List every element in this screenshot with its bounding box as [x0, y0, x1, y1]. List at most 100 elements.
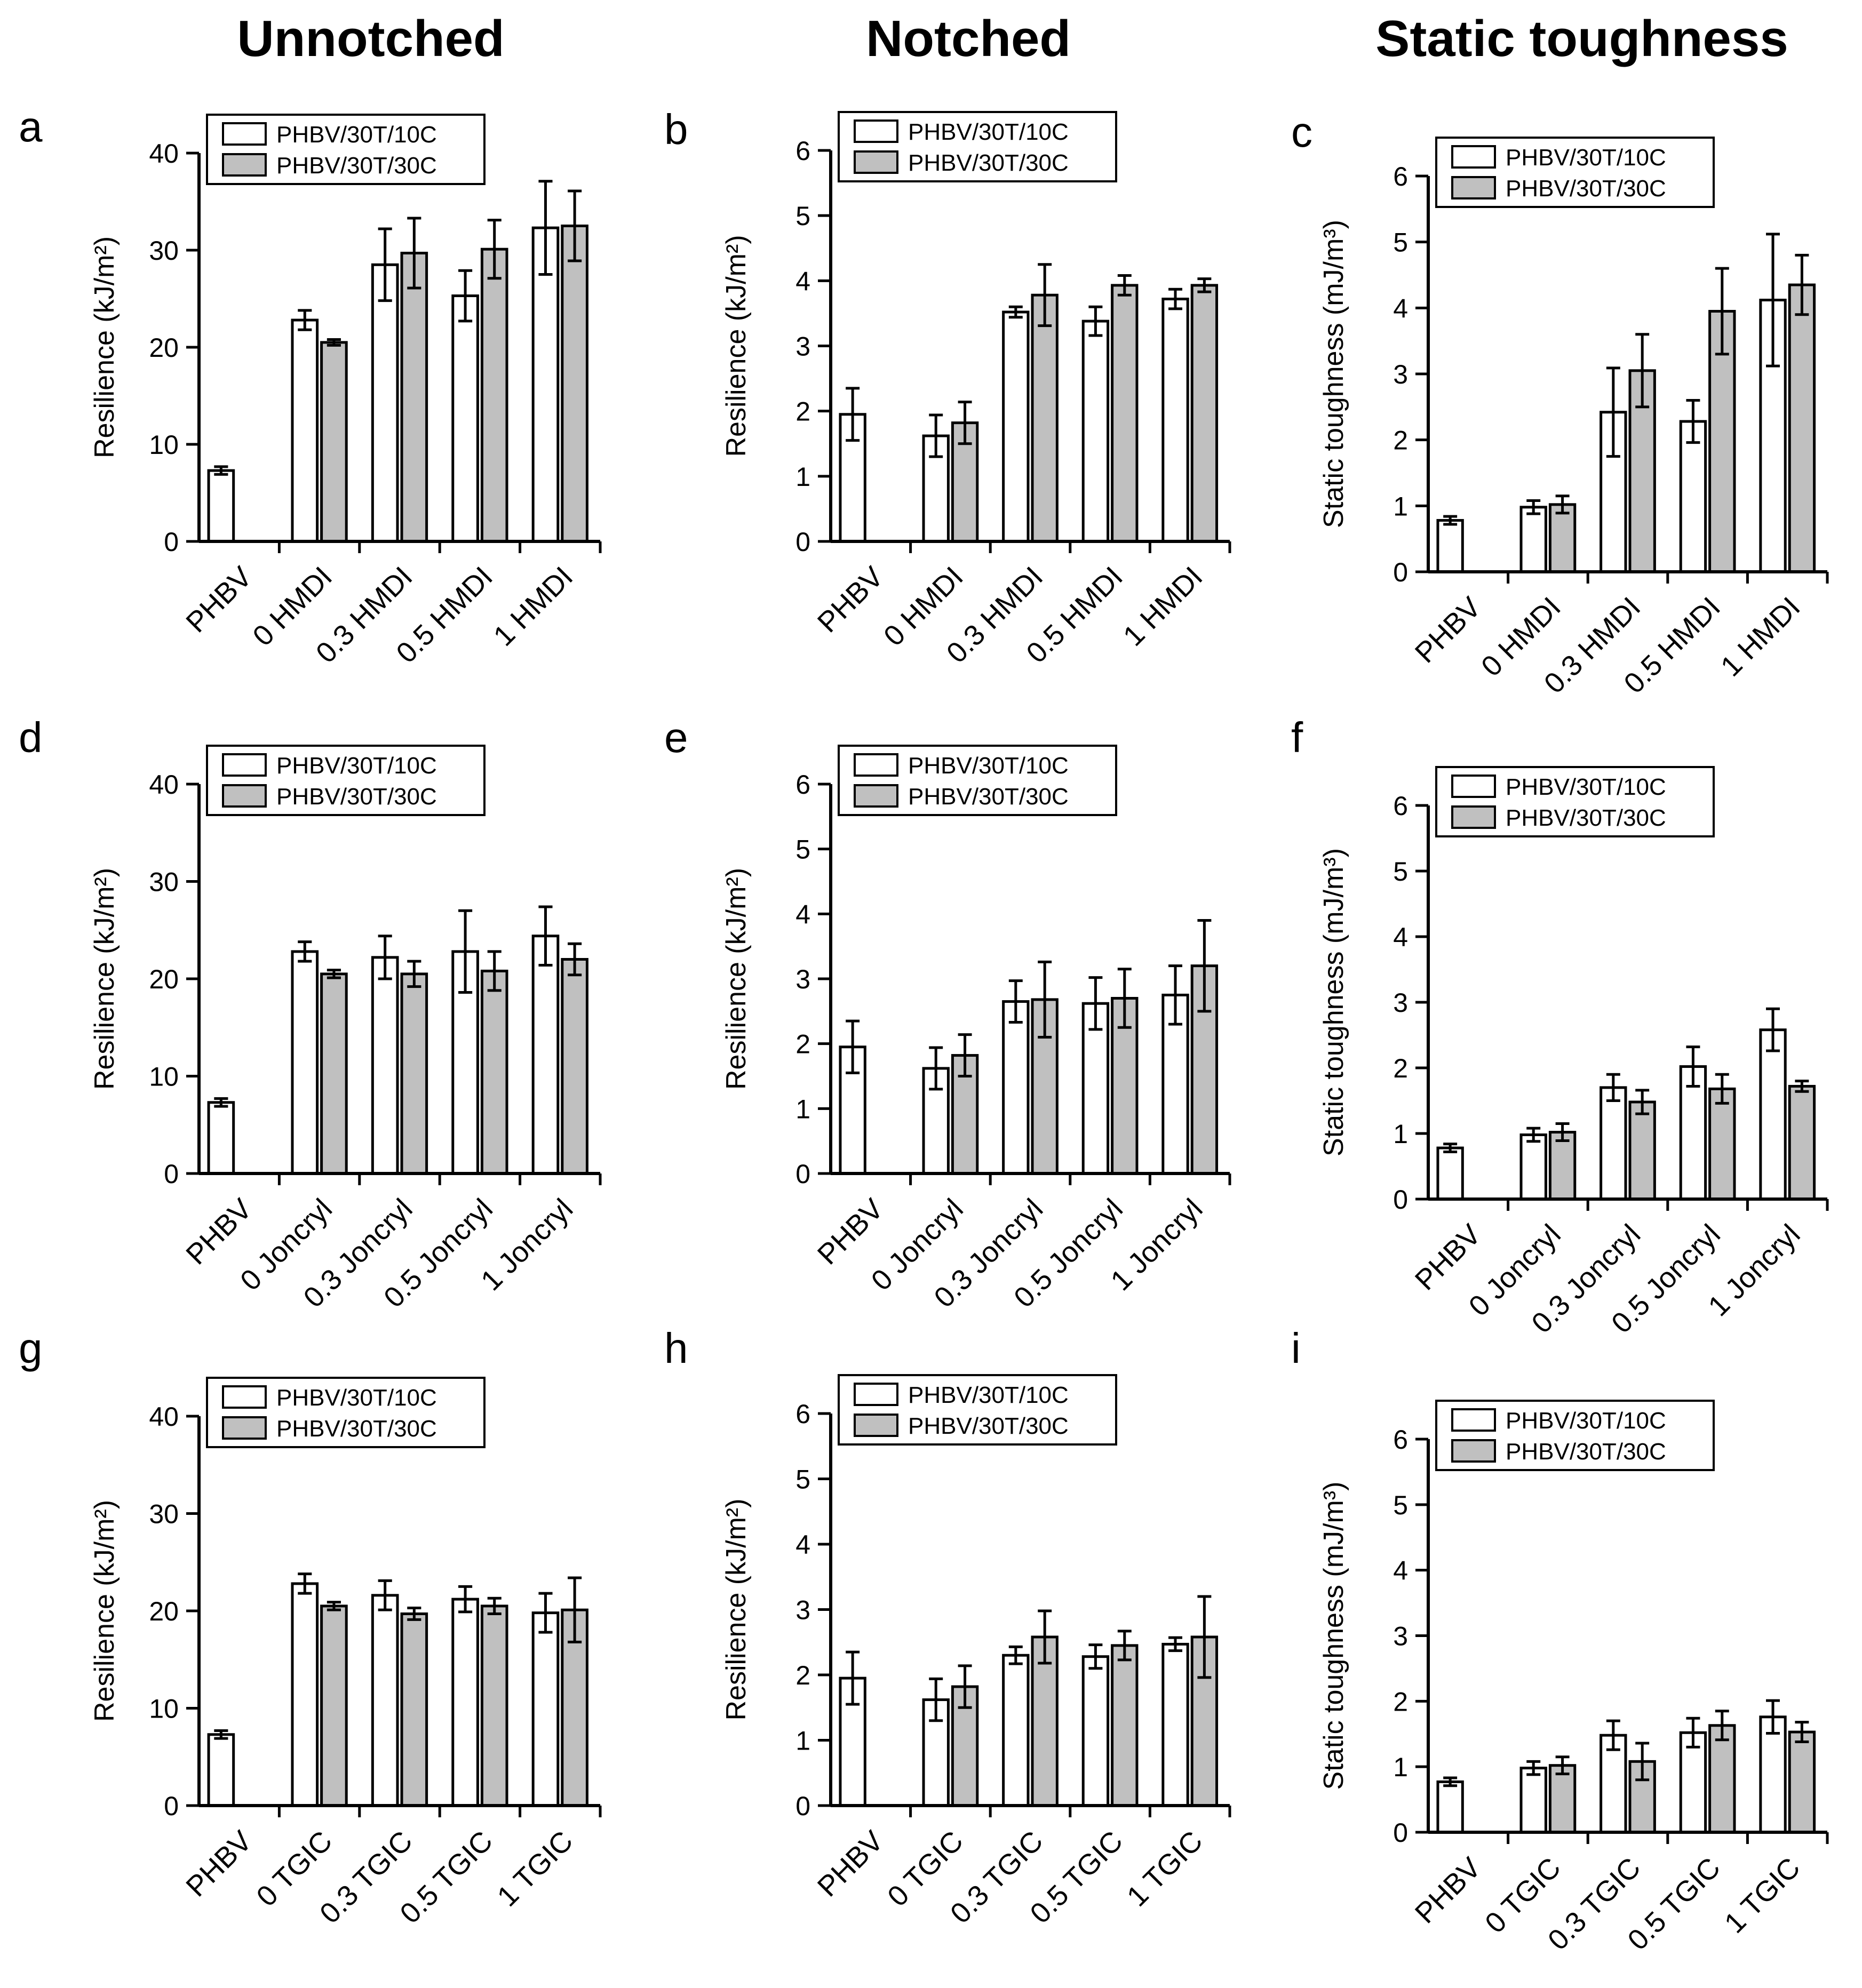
bar-g-4-0: [531, 1611, 560, 1807]
y-axis-title: Resilience (kJ/m²): [89, 236, 120, 458]
legend-label: PHBV/30T/30C: [1506, 175, 1666, 202]
bar-f-3-1: [1708, 1087, 1736, 1201]
bar-d-1-1: [320, 972, 348, 1175]
y-tick-label: 5: [1393, 1490, 1408, 1520]
panel-letter: f: [1291, 714, 1303, 761]
y-axis-title: Static toughness (mJ/m³): [1318, 848, 1349, 1156]
y-tick-label: 3: [1393, 360, 1408, 389]
bar-e-2-0: [1002, 1000, 1030, 1175]
legend-swatch: [1451, 145, 1496, 169]
y-tick-label: 0: [1393, 1185, 1408, 1215]
legend-label: PHBV/30T/10C: [908, 753, 1069, 779]
panel-letter: h: [664, 1324, 688, 1372]
bar-d-4-0: [531, 935, 560, 1175]
y-tick-label: 1: [1393, 491, 1408, 521]
legend-label: PHBV/30T/10C: [1506, 145, 1666, 171]
y-tick-label: 3: [795, 1595, 810, 1625]
bar-a-2-0: [371, 263, 399, 543]
y-tick-label: 2: [795, 397, 810, 427]
y-tick-label: 0: [164, 1791, 179, 1821]
y-tick-label: 6: [795, 770, 810, 800]
y-tick-label: 6: [795, 1399, 810, 1429]
bar-h-3-1: [1111, 1644, 1139, 1807]
bar-a-3-1: [480, 247, 508, 543]
y-axis-title: Resilience (kJ/m²): [721, 235, 752, 457]
legend-swatch: [854, 119, 898, 143]
y-tick-label: 5: [795, 1465, 810, 1495]
legend-label: PHBV/30T/10C: [1506, 1408, 1666, 1434]
bar-b-2-1: [1031, 293, 1059, 543]
legend-swatch: [222, 1385, 267, 1409]
bar-c-0-0: [1436, 519, 1464, 573]
bar-b-4-0: [1161, 298, 1189, 543]
legend-label: PHBV/30T/30C: [908, 150, 1069, 176]
legend-swatch: [854, 1383, 898, 1406]
y-tick-label: 3: [1393, 1622, 1408, 1651]
y-tick-label: 4: [1393, 1556, 1408, 1586]
panel-letter: i: [1291, 1324, 1301, 1372]
y-tick-label: 30: [149, 236, 179, 266]
y-tick-label: 10: [149, 430, 179, 460]
y-tick-label: 20: [149, 964, 179, 994]
bar-c-1-1: [1548, 503, 1577, 573]
y-axis-title: Resilience (kJ/m²): [721, 868, 752, 1090]
legend-swatch: [222, 1416, 267, 1440]
bar-f-2-0: [1600, 1086, 1627, 1201]
y-tick-label: 4: [795, 1530, 810, 1560]
y-tick-label: 2: [795, 1660, 810, 1690]
y-tick-label: 4: [795, 899, 810, 929]
y-tick-label: 10: [149, 1062, 179, 1092]
legend-label: PHBV/30T/10C: [276, 1385, 437, 1411]
y-tick-label: 2: [1393, 1687, 1408, 1716]
bar-f-4-1: [1788, 1084, 1816, 1201]
bar-a-4-1: [561, 225, 588, 543]
panel-letter: b: [664, 106, 688, 153]
y-tick-label: 3: [1393, 988, 1408, 1018]
legend-label: PHBV/30T/30C: [908, 784, 1069, 810]
y-tick-label: 5: [1393, 857, 1408, 887]
y-tick-label: 4: [1393, 293, 1408, 323]
y-axis-title: Resilience (kJ/m²): [721, 1498, 752, 1720]
legend-swatch: [854, 784, 898, 808]
bar-g-0-0: [207, 1733, 235, 1807]
y-tick-label: 6: [795, 136, 810, 166]
legend-swatch: [1451, 176, 1496, 199]
bar-i-2-1: [1628, 1760, 1656, 1834]
y-tick-label: 1: [1393, 1752, 1408, 1782]
y-axis-title: Resilience (kJ/m²): [89, 868, 120, 1090]
bar-b-4-1: [1190, 284, 1219, 543]
legend-label: PHBV/30T/30C: [276, 1416, 437, 1442]
bar-i-0-0: [1436, 1780, 1464, 1834]
legend-label: PHBV/30T/30C: [276, 153, 437, 179]
bar-i-1-0: [1519, 1767, 1547, 1834]
y-tick-label: 40: [149, 139, 179, 169]
y-tick-label: 2: [1393, 426, 1408, 456]
y-tick-label: 1: [795, 1094, 810, 1124]
panel-letter: e: [664, 714, 688, 761]
legend-swatch: [854, 753, 898, 777]
bar-i-4-1: [1788, 1730, 1816, 1834]
bar-f-2-1: [1628, 1100, 1656, 1201]
bar-d-4-1: [561, 958, 588, 1175]
legend-label: PHBV/30T/30C: [1506, 805, 1666, 831]
legend-label: PHBV/30T/30C: [276, 784, 437, 810]
y-tick-label: 5: [795, 201, 810, 231]
legend-label: PHBV/30T/10C: [908, 119, 1069, 145]
y-tick-label: 5: [795, 835, 810, 865]
legend-swatch: [222, 153, 267, 177]
y-axis-title: Static toughness (mJ/m³): [1318, 220, 1349, 528]
bar-d-2-0: [371, 956, 399, 1175]
bar-c-4-1: [1788, 283, 1816, 573]
legend-swatch: [222, 122, 267, 146]
bar-g-3-1: [480, 1604, 508, 1807]
bar-f-1-1: [1548, 1131, 1577, 1201]
y-tick-label: 20: [149, 1596, 179, 1626]
y-tick-label: 6: [1393, 791, 1408, 821]
y-axis-title: Static toughness (mJ/m³): [1318, 1482, 1349, 1790]
legend-swatch: [1451, 775, 1496, 798]
legend-swatch: [1451, 805, 1496, 829]
y-tick-label: 6: [1393, 1425, 1408, 1455]
y-tick-label: 0: [795, 1159, 810, 1189]
